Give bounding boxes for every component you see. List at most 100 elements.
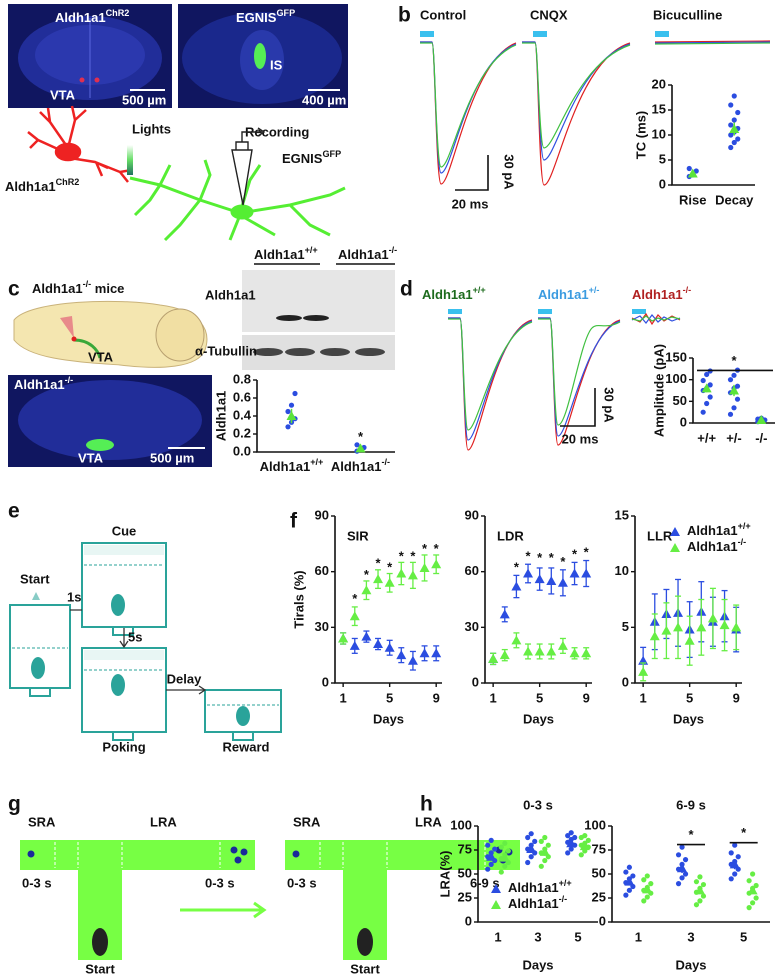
marker [349, 611, 360, 621]
legend-label: Aldh1a1+/+ [687, 521, 751, 538]
x-tick-label: 9 [583, 690, 590, 705]
annotation: * [731, 353, 737, 368]
y-axis-label: Aldh1a1 [213, 391, 228, 442]
image-label: Aldh1a1ChR2 [55, 8, 129, 25]
marker [546, 575, 557, 585]
mean-marker [286, 411, 297, 420]
mean-marker [499, 852, 510, 862]
mean-marker [701, 383, 712, 393]
marker [546, 646, 557, 656]
data-point [532, 838, 538, 844]
x-tick-label: 5 [536, 690, 543, 705]
marker [373, 639, 384, 649]
data-point [750, 871, 756, 877]
y-tick-label: 0 [622, 674, 629, 689]
x-tick-label: 9 [433, 690, 440, 705]
y-tick-label: 75 [592, 841, 606, 856]
mean-marker [677, 863, 688, 873]
data-point [697, 874, 703, 880]
recording-label: Recording [245, 124, 309, 139]
data-point [582, 833, 588, 839]
data-point [498, 869, 504, 875]
marker [707, 613, 718, 623]
light-bar [127, 145, 133, 175]
western-blot [242, 270, 395, 370]
mean-marker [756, 414, 767, 424]
data-point [728, 850, 734, 856]
mean-marker [624, 876, 635, 886]
y-tick-label: 10 [652, 126, 666, 141]
axis [671, 85, 755, 186]
chart-title: LDR [497, 528, 524, 543]
x-axis-label: Days [373, 711, 404, 726]
marker [569, 568, 580, 578]
x-tick-label: +/+ [697, 430, 716, 445]
arm-label: LRA [150, 814, 177, 829]
panel-label: h [420, 793, 433, 816]
data-point [488, 837, 494, 844]
data-point [700, 893, 707, 899]
scale-x-label: 20 ms [452, 196, 489, 211]
annotation: * [352, 591, 358, 606]
arm-label: SRA [293, 814, 321, 829]
legend-marker [670, 543, 680, 552]
x-tick-label: 5 [686, 690, 693, 705]
annotation: * [376, 556, 382, 571]
data-point [679, 875, 685, 881]
y-tick-label: 30 [465, 619, 479, 634]
x-tick-label: 9 [733, 690, 740, 705]
marker [511, 581, 522, 591]
data-point [731, 117, 737, 123]
marker [499, 650, 510, 660]
legend-marker [670, 527, 680, 536]
genotype-label: Aldh1a1+/+ [422, 285, 486, 302]
annotation: * [358, 429, 364, 444]
data-point [542, 857, 548, 864]
y-axis-label: Tirals (%) [291, 570, 306, 628]
mean-marker [729, 859, 740, 869]
data-point [697, 898, 703, 904]
data-point [682, 857, 689, 863]
mean-marker [729, 124, 740, 133]
marker [557, 577, 568, 587]
data-point [746, 905, 752, 911]
x-axis-label: Days [522, 957, 553, 972]
data-point [285, 408, 291, 415]
data-point [707, 382, 713, 388]
scale-bar [455, 155, 489, 191]
data-point [505, 848, 511, 854]
marker [581, 648, 592, 658]
data-point [485, 842, 491, 848]
marker [419, 562, 430, 572]
data-point [528, 854, 534, 860]
data-point [727, 411, 734, 417]
marker [419, 648, 430, 658]
mean-marker [642, 884, 653, 894]
panel-title: Aldh1a1-/- mice [32, 279, 124, 296]
panel-label: f [290, 510, 298, 533]
data-point [734, 396, 741, 402]
scale-y-label: 30 pA [602, 387, 617, 423]
marker [696, 622, 707, 632]
y-tick-label: 0 [472, 674, 479, 689]
annotation: * [572, 546, 578, 561]
panel-label: b [398, 4, 411, 27]
data-point [728, 102, 734, 108]
data-point [753, 882, 759, 889]
data-point [641, 898, 647, 904]
y-tick-label: 100 [450, 817, 472, 832]
marker [384, 577, 395, 587]
mean-marker [566, 838, 577, 848]
mean-marker [539, 846, 550, 856]
y-tick-label: 0.8 [233, 371, 251, 386]
marker [396, 568, 407, 578]
data-point [626, 887, 632, 893]
condition-label: Bicuculline [653, 7, 722, 22]
data-point [693, 168, 699, 174]
data-point [732, 871, 738, 877]
data-point [568, 830, 574, 836]
x-tick-label: 3 [687, 929, 694, 944]
data-point [485, 866, 491, 872]
arm-label: LRA [415, 814, 442, 829]
marker [488, 653, 499, 663]
